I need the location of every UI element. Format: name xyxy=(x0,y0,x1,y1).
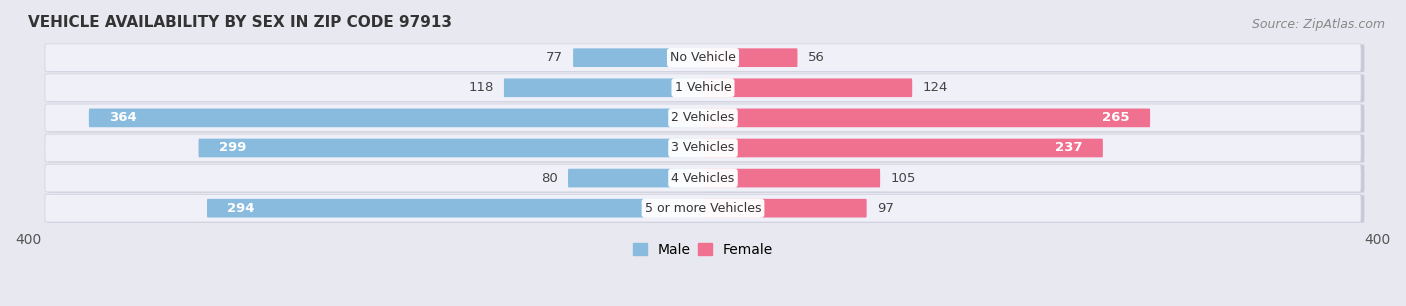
FancyBboxPatch shape xyxy=(703,48,797,67)
FancyBboxPatch shape xyxy=(45,194,1361,222)
FancyBboxPatch shape xyxy=(45,134,1361,162)
FancyBboxPatch shape xyxy=(48,165,1364,192)
FancyBboxPatch shape xyxy=(45,74,1361,102)
FancyBboxPatch shape xyxy=(703,169,880,187)
FancyBboxPatch shape xyxy=(45,44,1361,72)
Text: 124: 124 xyxy=(922,81,948,94)
FancyBboxPatch shape xyxy=(574,48,703,67)
Text: VEHICLE AVAILABILITY BY SEX IN ZIP CODE 97913: VEHICLE AVAILABILITY BY SEX IN ZIP CODE … xyxy=(28,15,453,30)
Text: 1 Vehicle: 1 Vehicle xyxy=(675,81,731,94)
FancyBboxPatch shape xyxy=(48,105,1364,132)
Text: 105: 105 xyxy=(890,172,915,185)
FancyBboxPatch shape xyxy=(48,135,1364,162)
FancyBboxPatch shape xyxy=(207,199,703,218)
Text: 118: 118 xyxy=(468,81,494,94)
FancyBboxPatch shape xyxy=(45,104,1361,132)
Text: 364: 364 xyxy=(110,111,136,124)
Text: Source: ZipAtlas.com: Source: ZipAtlas.com xyxy=(1251,18,1385,31)
Text: 56: 56 xyxy=(807,51,824,64)
FancyBboxPatch shape xyxy=(198,139,703,157)
FancyBboxPatch shape xyxy=(568,169,703,187)
FancyBboxPatch shape xyxy=(48,75,1364,102)
Text: 5 or more Vehicles: 5 or more Vehicles xyxy=(645,202,761,215)
Text: 4 Vehicles: 4 Vehicles xyxy=(672,172,734,185)
Text: 265: 265 xyxy=(1102,111,1130,124)
FancyBboxPatch shape xyxy=(703,109,1150,127)
FancyBboxPatch shape xyxy=(89,109,703,127)
FancyBboxPatch shape xyxy=(503,78,703,97)
Text: 2 Vehicles: 2 Vehicles xyxy=(672,111,734,124)
FancyBboxPatch shape xyxy=(703,139,1102,157)
FancyBboxPatch shape xyxy=(703,78,912,97)
Text: 97: 97 xyxy=(877,202,894,215)
Text: 294: 294 xyxy=(228,202,254,215)
FancyBboxPatch shape xyxy=(45,164,1361,192)
FancyBboxPatch shape xyxy=(48,44,1364,72)
Legend: Male, Female: Male, Female xyxy=(627,237,779,263)
FancyBboxPatch shape xyxy=(48,195,1364,223)
Text: 77: 77 xyxy=(546,51,562,64)
Text: 299: 299 xyxy=(219,141,246,155)
Text: No Vehicle: No Vehicle xyxy=(671,51,735,64)
Text: 3 Vehicles: 3 Vehicles xyxy=(672,141,734,155)
Text: 80: 80 xyxy=(541,172,558,185)
Text: 237: 237 xyxy=(1054,141,1083,155)
FancyBboxPatch shape xyxy=(703,199,866,218)
